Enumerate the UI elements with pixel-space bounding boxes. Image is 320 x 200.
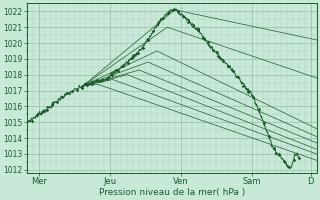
X-axis label: Pression niveau de la mer( hPa ): Pression niveau de la mer( hPa ) <box>99 188 245 197</box>
